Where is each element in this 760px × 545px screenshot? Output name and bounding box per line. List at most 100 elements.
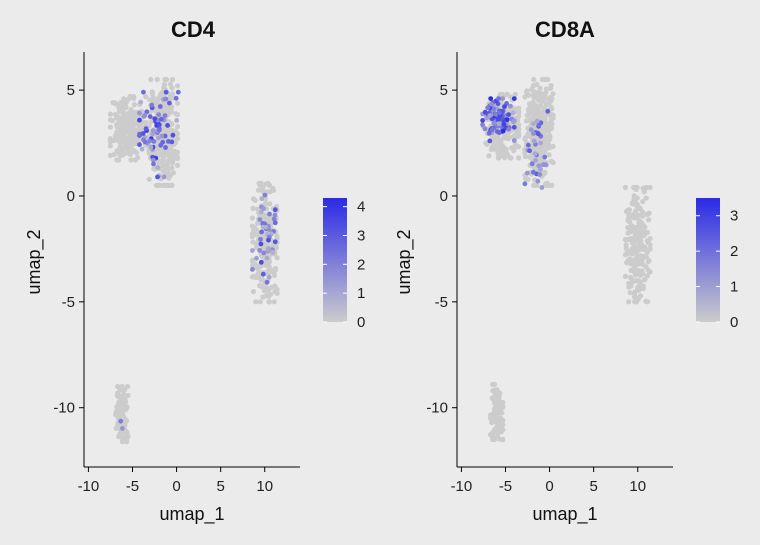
cell-point	[113, 412, 119, 418]
cell-point	[632, 244, 638, 250]
cell-point	[124, 439, 130, 445]
cell-point	[622, 273, 629, 279]
cell-point	[629, 251, 635, 257]
cell-point	[172, 137, 179, 143]
expressing-cell-point	[137, 131, 142, 137]
cell-point	[115, 157, 122, 163]
cell-point	[644, 238, 650, 244]
expressing-cell-point	[118, 418, 124, 424]
cell-point	[107, 124, 113, 130]
cell-point	[169, 165, 175, 171]
expressing-cell-point	[485, 105, 491, 111]
x-tick-label: -10	[78, 478, 100, 495]
expressing-cell-point	[488, 96, 494, 101]
expressing-cell-point	[138, 99, 144, 105]
cell-point	[538, 103, 544, 109]
cell-point	[161, 82, 168, 88]
expressing-cell-point	[137, 142, 142, 148]
cell-point	[169, 76, 176, 83]
cell-point	[153, 103, 159, 109]
expressing-cell-point	[166, 139, 171, 144]
x-tick-label: -5	[126, 478, 139, 495]
expressing-cell-point	[535, 131, 541, 137]
cell-point	[272, 283, 278, 289]
expressing-cell-point	[261, 250, 267, 256]
cell-point	[160, 159, 166, 165]
cell-point	[639, 244, 645, 251]
expressing-cell-point	[272, 207, 278, 213]
cell-point	[626, 299, 632, 305]
expressing-cell-point	[142, 113, 148, 118]
cell-point	[115, 393, 121, 399]
expressing-cell-point	[167, 100, 172, 106]
expressing-cell-point	[148, 144, 154, 150]
cell-point	[146, 176, 152, 182]
x-tick-label: 0	[172, 478, 180, 495]
expressing-cell-point	[528, 127, 534, 133]
cell-point	[257, 282, 263, 289]
cell-point	[630, 235, 637, 241]
expressing-cell-point	[538, 120, 544, 126]
cell-point	[540, 98, 546, 104]
expressing-cell-point	[156, 135, 161, 141]
cell-point	[540, 110, 546, 116]
cell-point	[127, 151, 133, 157]
x-ticks: -10 -5 0 5 10	[451, 467, 646, 495]
colorbar-tick-label: 1	[730, 279, 738, 296]
colorbar-tick-label: 4	[357, 199, 365, 216]
expressing-cell-point	[489, 101, 494, 107]
x-tick-label: 5	[589, 478, 597, 495]
colorbar-tick-label: 1	[357, 285, 365, 302]
expressing-cell-point	[494, 129, 500, 134]
cell-point	[631, 278, 637, 284]
cell-point	[147, 97, 153, 103]
cell-point	[625, 230, 631, 236]
colorbar: 0 1 2 3 4	[323, 198, 365, 331]
y-axis-label: umap_2	[394, 229, 415, 294]
cell-point	[495, 430, 501, 436]
cell-point	[624, 248, 630, 254]
cell-point	[133, 149, 139, 155]
colorbar-tick-label: 3	[730, 208, 738, 225]
cell-point	[121, 396, 127, 402]
cell-point	[550, 159, 556, 166]
expressing-cell-point	[155, 174, 160, 180]
cell-point	[260, 294, 266, 300]
expressing-cell-point	[500, 96, 506, 101]
cell-point	[258, 180, 264, 186]
cell-point	[273, 265, 279, 271]
expressing-cell-point	[495, 116, 501, 122]
cell-point	[522, 94, 528, 100]
cell-point	[170, 127, 176, 134]
expressing-cell-point	[542, 154, 548, 160]
cell-point	[162, 76, 168, 83]
expressing-cell-point	[272, 239, 278, 245]
cell-point	[143, 119, 149, 125]
expressing-cell-point	[163, 89, 169, 95]
expressing-cell-point	[144, 109, 150, 115]
cell-point	[266, 299, 273, 305]
cell-point	[125, 96, 131, 102]
panel-cd8a: CD8A 5 0 -5 -10 -10 -5 0 5 10 umap_1 umap_2 0 1 2…	[394, 17, 738, 525]
cell-point	[114, 122, 120, 128]
expressing-cell-point	[496, 96, 501, 101]
cell-point	[174, 156, 181, 162]
cell-point	[622, 184, 629, 191]
x-tick-label: -10	[451, 478, 473, 495]
expressing-cell-point	[489, 126, 495, 132]
y-tick-label: 5	[67, 82, 75, 99]
cell-point	[643, 184, 649, 191]
cell-point	[154, 76, 160, 83]
expressing-cell-point	[257, 248, 263, 253]
cell-point	[148, 76, 154, 83]
cell-point	[251, 227, 257, 233]
expressing-cell-point	[486, 130, 492, 136]
cell-point	[629, 240, 636, 246]
cell-point	[523, 118, 530, 124]
expressing-cell-point	[258, 209, 264, 215]
x-tick-label: 5	[216, 478, 224, 495]
cell-point	[490, 434, 496, 440]
expressing-cell-point	[502, 104, 507, 109]
colorbar-ticks: 0 1 2 3 4	[323, 199, 365, 331]
